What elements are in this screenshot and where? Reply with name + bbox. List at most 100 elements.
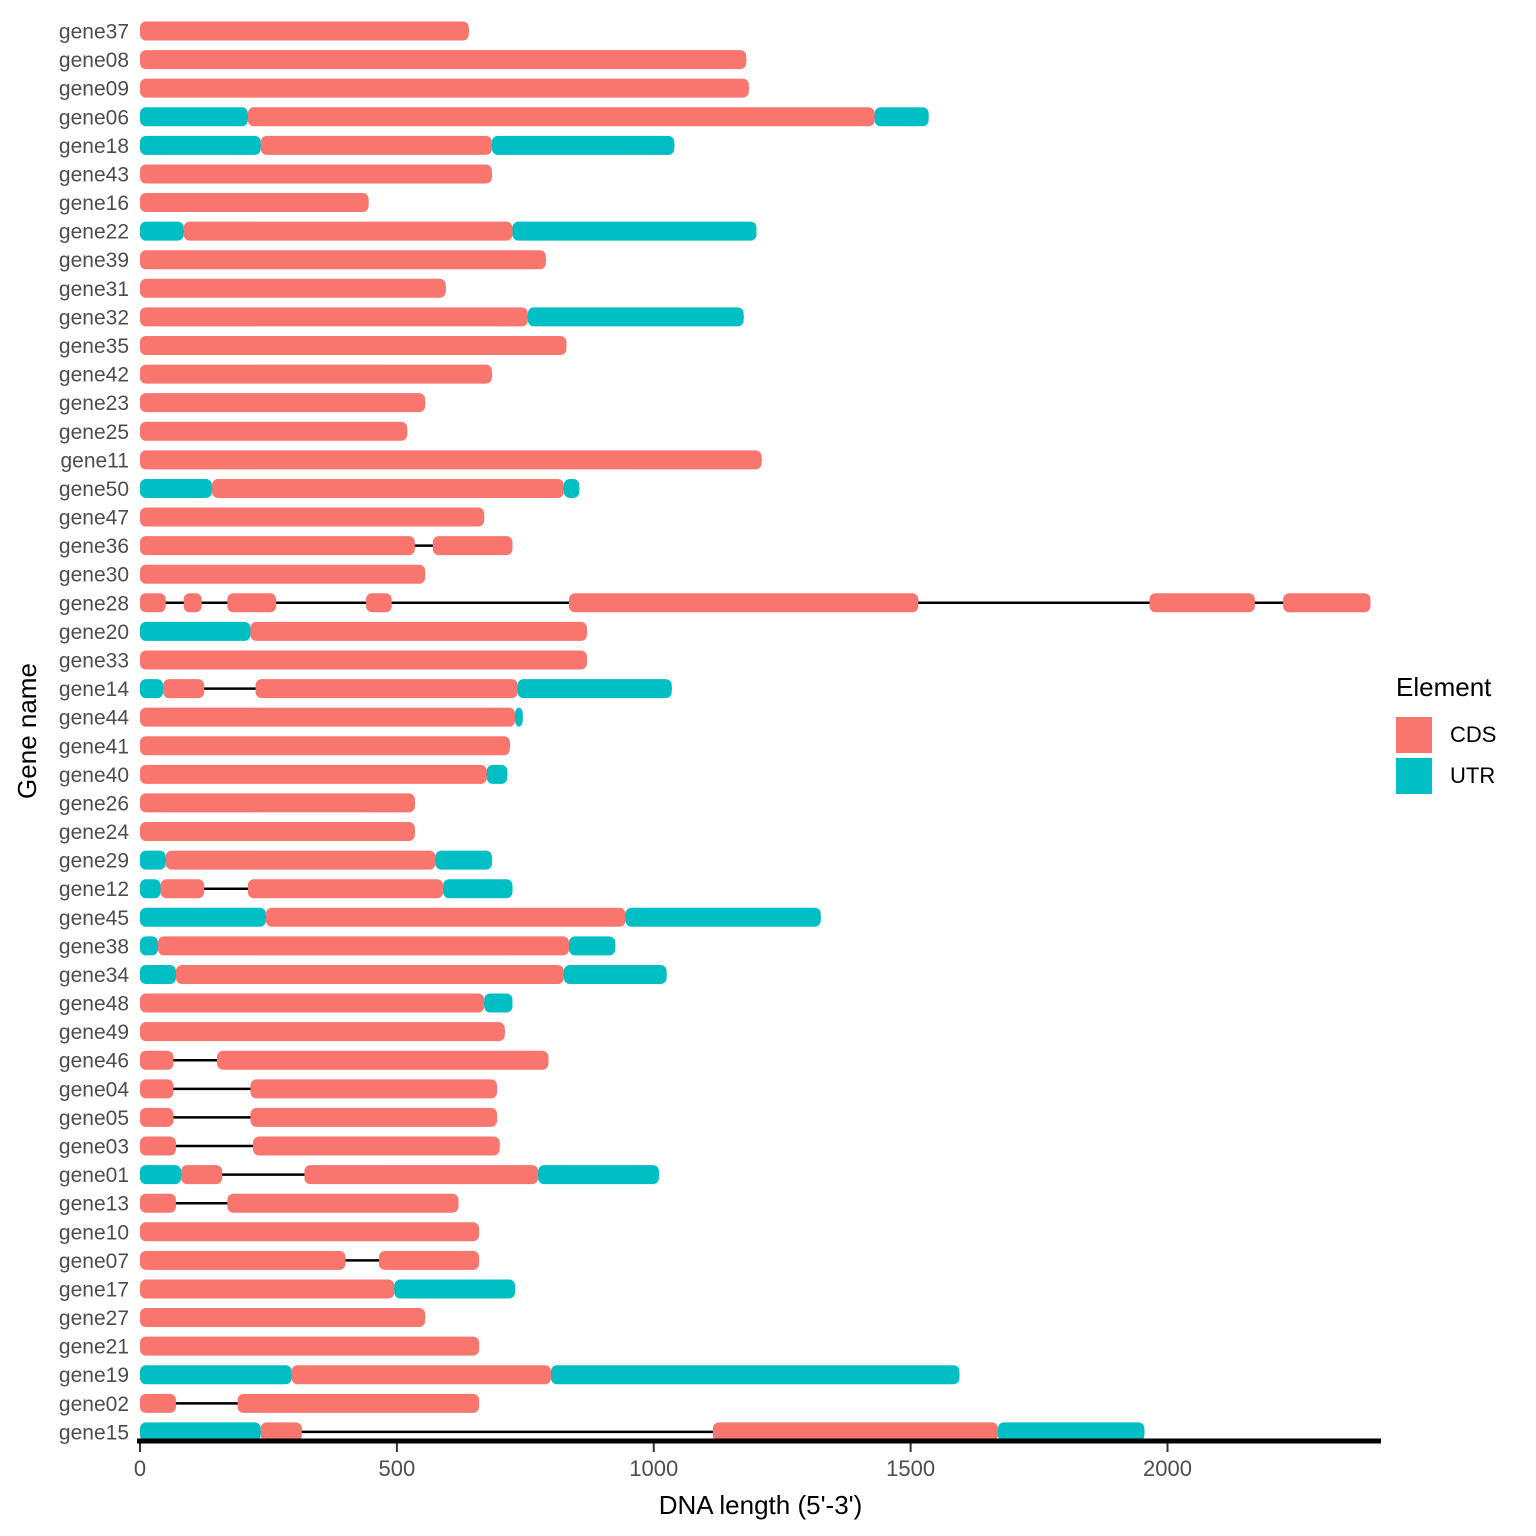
gene-label: gene05 bbox=[59, 1107, 129, 1130]
gene-segment-utr bbox=[140, 679, 164, 699]
gene-label: gene18 bbox=[59, 135, 129, 158]
x-tick-label: 1000 bbox=[629, 1456, 678, 1481]
gene-segment-utr bbox=[563, 964, 667, 984]
gene-segment-cds bbox=[260, 1422, 302, 1442]
gene-segment-cds bbox=[291, 1365, 551, 1385]
gene-label: gene41 bbox=[59, 735, 129, 758]
gene-segment-utr bbox=[394, 1279, 516, 1299]
gene-segment-cds bbox=[140, 335, 567, 355]
gene-label: gene31 bbox=[59, 278, 129, 301]
gene-segment-cds bbox=[140, 1222, 480, 1242]
gene-segment-utr bbox=[568, 936, 616, 956]
gene-segment-cds bbox=[140, 507, 485, 527]
gene-segment-cds bbox=[140, 21, 469, 41]
legend-title: Element bbox=[1396, 672, 1492, 702]
gene-segment-cds bbox=[181, 1165, 223, 1185]
gene-label: gene04 bbox=[59, 1078, 129, 1101]
gene-segment-cds bbox=[265, 907, 626, 927]
gene-segment-utr bbox=[491, 135, 675, 155]
x-tick-label: 1500 bbox=[886, 1456, 935, 1481]
gene-segment-cds bbox=[432, 536, 513, 556]
gene-label: gene24 bbox=[59, 821, 129, 844]
legend-item-utr: UTR bbox=[1396, 758, 1496, 794]
gene-label: gene35 bbox=[59, 335, 129, 358]
y-axis-title: Gene name bbox=[12, 663, 42, 799]
gene-label: gene40 bbox=[59, 764, 129, 787]
gene-label: gene13 bbox=[59, 1193, 129, 1216]
gene-segment-cds bbox=[250, 621, 587, 641]
gene-label: gene08 bbox=[59, 49, 129, 72]
gene-segment-utr bbox=[140, 850, 166, 870]
gene-segment-cds bbox=[140, 822, 415, 842]
gene-segment-cds bbox=[260, 135, 492, 155]
gene-segment-cds bbox=[140, 193, 369, 213]
gene-label: gene23 bbox=[59, 392, 129, 415]
gene-label: gene20 bbox=[59, 621, 129, 644]
gene-segment-cds bbox=[140, 536, 415, 556]
gene-label: gene28 bbox=[59, 592, 129, 615]
gene-segment-cds bbox=[140, 1079, 174, 1099]
gene-segment-cds bbox=[140, 1393, 176, 1413]
gene-segment-utr bbox=[515, 707, 523, 727]
legend-label-cds: CDS bbox=[1450, 722, 1497, 747]
gene-label: gene37 bbox=[59, 21, 129, 44]
gene-label: gene46 bbox=[59, 1050, 129, 1073]
gene-segment-cds bbox=[140, 736, 510, 756]
gene-segment-cds bbox=[712, 1422, 998, 1442]
gene-segment-cds bbox=[140, 1250, 346, 1270]
gene-segment-cds bbox=[140, 421, 408, 441]
gene-segment-utr bbox=[527, 307, 744, 327]
gene-segment-utr bbox=[140, 221, 184, 241]
x-tick-label: 0 bbox=[134, 1456, 146, 1481]
gene-segment-cds bbox=[237, 1393, 480, 1413]
gene-segment-cds bbox=[247, 879, 444, 899]
gene-label: gene14 bbox=[59, 678, 129, 701]
gene-segment-cds bbox=[140, 364, 492, 384]
gene-label: gene49 bbox=[59, 1021, 129, 1044]
gene-segment-utr bbox=[517, 679, 672, 699]
gene-segment-cds bbox=[140, 1107, 174, 1127]
gene-segment-utr bbox=[140, 135, 261, 155]
gene-label: gene42 bbox=[59, 364, 129, 387]
x-axis-title: DNA length (5'-3') bbox=[659, 1490, 863, 1520]
gene-segment-utr bbox=[140, 1165, 182, 1185]
gene-label: gene45 bbox=[59, 907, 129, 930]
gene-label: gene32 bbox=[59, 306, 129, 329]
gene-segment-cds bbox=[140, 1336, 480, 1356]
gene-segment-cds bbox=[165, 850, 436, 870]
gene-label: gene03 bbox=[59, 1136, 129, 1159]
gene-segment-cds bbox=[217, 1050, 549, 1070]
gene-segment-utr bbox=[140, 964, 176, 984]
gene-segment-cds bbox=[140, 1022, 505, 1042]
gene-segment-cds bbox=[140, 307, 528, 327]
gene-segment-cds bbox=[247, 107, 875, 127]
gene-segment-cds bbox=[183, 221, 513, 241]
legend-swatch-cds bbox=[1396, 717, 1432, 753]
gene-label: gene10 bbox=[59, 1221, 129, 1244]
gene-segment-cds bbox=[255, 679, 518, 699]
gene-segment-utr bbox=[435, 850, 492, 870]
gene-label: gene29 bbox=[59, 850, 129, 873]
gene-segment-cds bbox=[140, 450, 762, 470]
gene-segment-cds bbox=[140, 1308, 426, 1328]
gene-label: gene11 bbox=[60, 449, 129, 472]
gene-label: gene33 bbox=[59, 649, 129, 672]
gene-label: gene17 bbox=[59, 1278, 129, 1301]
gene-label: gene15 bbox=[59, 1421, 129, 1444]
gene-segment-cds bbox=[140, 1193, 176, 1213]
gene-segment-cds bbox=[183, 593, 202, 613]
gene-label: gene30 bbox=[59, 564, 129, 587]
gene-label: gene01 bbox=[59, 1164, 129, 1187]
gene-segment-cds bbox=[140, 164, 492, 184]
legend: Element CDS UTR bbox=[1396, 672, 1496, 799]
gene-label: gene07 bbox=[59, 1250, 129, 1273]
gene-segment-utr bbox=[140, 478, 212, 498]
gene-label: gene02 bbox=[59, 1393, 129, 1416]
gene-label: gene19 bbox=[59, 1364, 129, 1387]
gene-segment-cds bbox=[140, 593, 166, 613]
gene-label: gene50 bbox=[59, 478, 129, 501]
gene-label: gene47 bbox=[59, 507, 129, 530]
gene-label: gene12 bbox=[59, 878, 129, 901]
gene-label: gene16 bbox=[59, 192, 129, 215]
